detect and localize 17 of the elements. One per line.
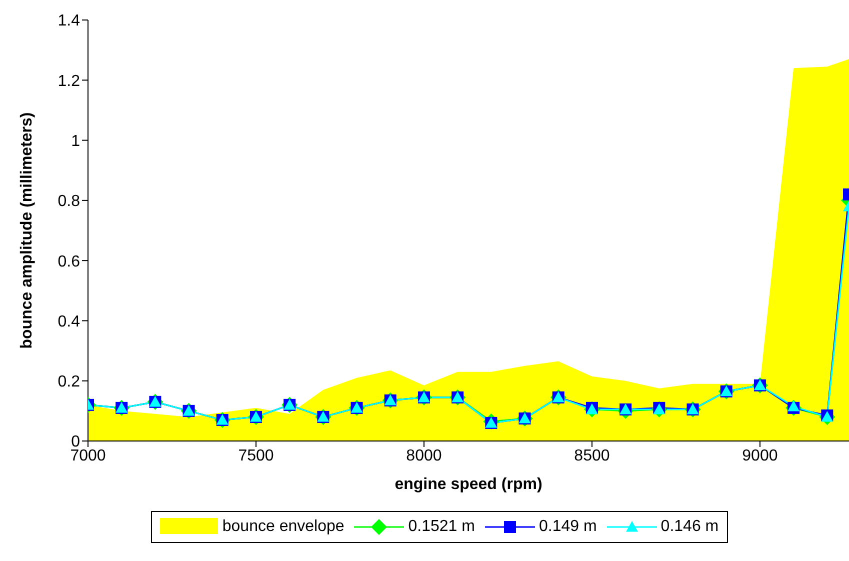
y-tick-label: 0.4 <box>58 313 80 330</box>
y-tick-label: 1.4 <box>58 12 80 30</box>
y-tick-label: 0.6 <box>58 253 80 270</box>
legend-label: 0.149 m <box>538 518 597 536</box>
x-tick-label: 8500 <box>574 447 610 464</box>
x-tick-label: 7500 <box>238 447 274 464</box>
y-tick-label: 0.2 <box>58 374 80 391</box>
x-tick-label: 9000 <box>742 447 778 464</box>
legend-label: 0.1521 m <box>408 518 475 536</box>
y-tick-label: 1 <box>71 132 80 150</box>
y-axis-title: bounce amplitude (millimeters) <box>18 112 36 349</box>
x-axis-title: engine speed (rpm) <box>394 476 542 493</box>
y-tick-label: 1.2 <box>58 72 80 90</box>
legend-label: bounce envelope <box>222 518 344 536</box>
legend-label: 0.146 m <box>660 518 719 536</box>
y-tick-label: 0.8 <box>58 193 80 210</box>
x-tick-label: 8000 <box>406 447 442 464</box>
